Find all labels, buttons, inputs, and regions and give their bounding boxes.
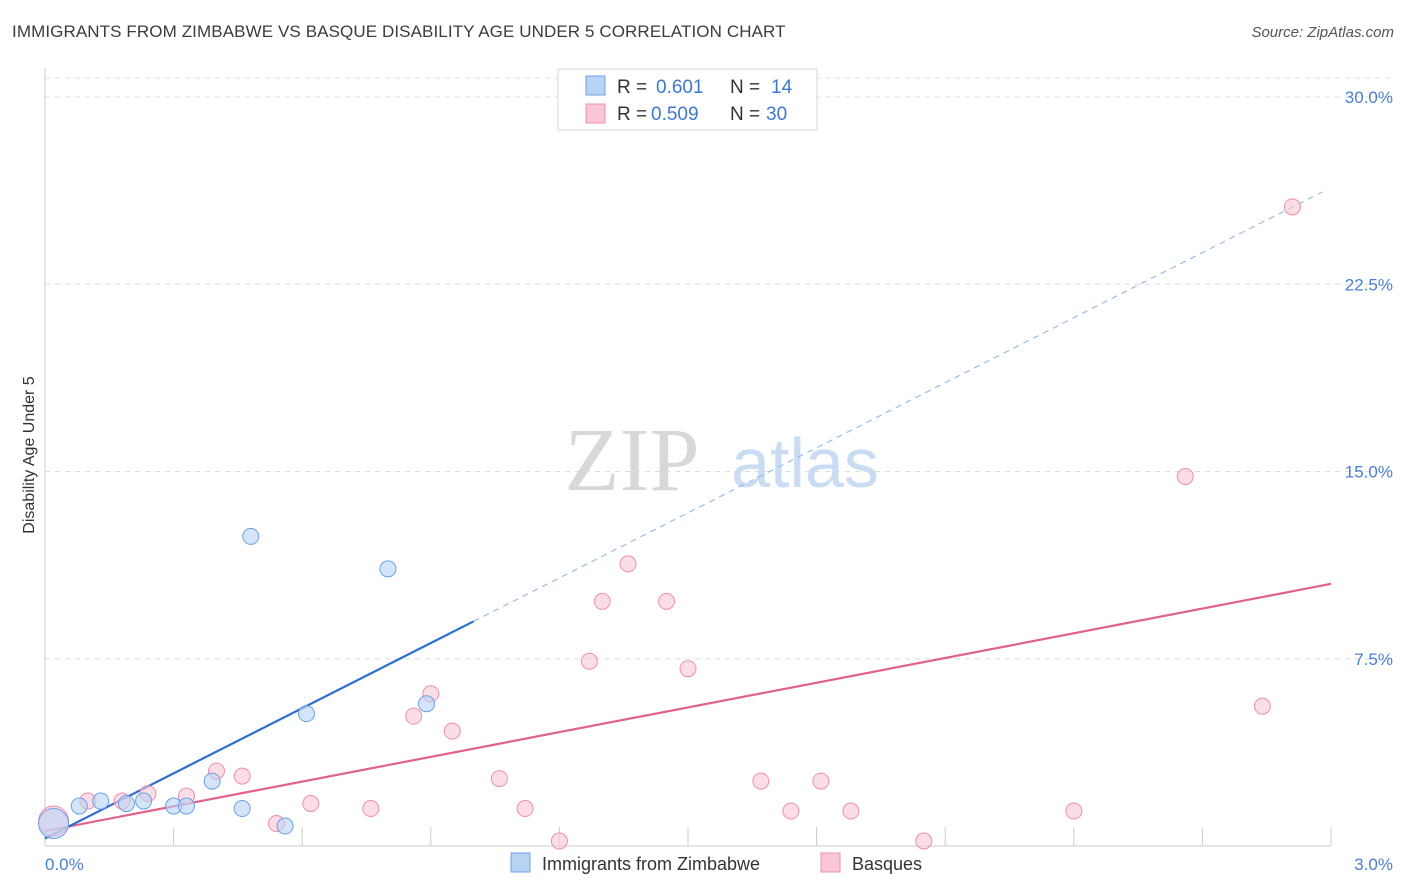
point-basques: [842, 802, 860, 820]
point-zimbabwe: [38, 808, 70, 840]
point-zimbabwe: [177, 797, 195, 815]
point-basques: [405, 707, 423, 725]
point-basques: [516, 800, 534, 818]
point-basques: [752, 772, 770, 790]
legend-r-value-zimbabwe: 0.601: [656, 77, 704, 98]
point-basques: [302, 795, 320, 813]
point-basques: [490, 770, 508, 788]
point-zimbabwe: [242, 527, 260, 545]
y-axis-label: Disability Age Under 5: [21, 376, 38, 534]
point-basques: [362, 800, 380, 818]
legend-n-value-zimbabwe: 14: [771, 77, 793, 98]
point-basques: [1176, 467, 1194, 485]
trend-line-zimbabwe-extrapolated: [473, 191, 1323, 622]
bottom-legend-label-basques: Basques: [852, 854, 922, 874]
point-basques: [679, 660, 697, 678]
x-tick-label-max: 3.0%: [1354, 855, 1393, 874]
point-zimbabwe: [276, 817, 294, 835]
y-tick-label: 30.0%: [1345, 88, 1393, 107]
watermark-atlas: atlas: [731, 424, 879, 502]
point-basques: [593, 592, 611, 610]
chart-source: Source: ZipAtlas.com: [1251, 24, 1394, 41]
point-zimbabwe: [92, 792, 110, 810]
point-zimbabwe: [135, 792, 153, 810]
x-tick-label-min: 0.0%: [45, 855, 84, 874]
point-basques: [550, 832, 568, 850]
y-tick-label: 22.5%: [1345, 275, 1393, 294]
point-basques: [1283, 198, 1301, 216]
legend-r-label-basques: R =: [617, 104, 647, 125]
axis-layer: 7.5% 15.0% 22.5% 30.0% 0.0% 3.0%: [44, 68, 1393, 874]
bottom-legend-swatch-zimbabwe: [510, 852, 531, 873]
point-basques: [915, 832, 933, 850]
point-zimbabwe: [418, 695, 436, 713]
bottom-legend-label-zimbabwe: Immigrants from Zimbabwe: [542, 854, 760, 874]
y-tick-label: 7.5%: [1354, 650, 1393, 669]
point-zimbabwe: [297, 705, 315, 723]
y-tick-label: 15.0%: [1345, 463, 1393, 482]
watermark-zip: ZIP: [565, 411, 700, 510]
point-zimbabwe: [70, 797, 88, 815]
top-legend: R = 0.601 N = 14 R = 0.509 N = 30: [557, 68, 818, 131]
point-basques: [1065, 802, 1083, 820]
trend-layer: [44, 191, 1332, 840]
point-zimbabwe: [203, 772, 221, 790]
point-basques: [580, 652, 598, 670]
point-basques: [782, 802, 800, 820]
point-zimbabwe: [233, 800, 251, 818]
bottom-legend-swatch-basques: [820, 852, 841, 873]
legend-swatch-basques: [585, 103, 606, 124]
point-basques: [812, 772, 830, 790]
point-basques: [619, 555, 637, 573]
trend-line-zimbabwe: [44, 620, 475, 840]
legend-r-label-zimbabwe: R =: [617, 77, 647, 98]
points-layer: [38, 198, 1301, 850]
point-basques: [658, 592, 676, 610]
watermark: ZIP atlas: [565, 411, 879, 510]
point-zimbabwe: [117, 795, 135, 813]
point-basques: [1253, 697, 1271, 715]
point-basques: [233, 767, 251, 785]
point-basques: [443, 722, 461, 740]
trend-line-basques: [44, 582, 1332, 833]
bottom-legend: Immigrants from Zimbabwe Basques: [510, 852, 922, 874]
chart-title: IMMIGRANTS FROM ZIMBABWE VS BASQUE DISAB…: [12, 22, 786, 41]
legend-r-value-basques: 0.509: [651, 104, 699, 125]
legend-swatch-zimbabwe: [585, 75, 606, 96]
point-zimbabwe: [379, 560, 397, 578]
legend-n-label-zimbabwe: N =: [730, 77, 760, 98]
grid-layer: [45, 77, 1392, 660]
legend-n-label-basques: N =: [730, 104, 760, 125]
legend-n-value-basques: 30: [766, 104, 787, 125]
